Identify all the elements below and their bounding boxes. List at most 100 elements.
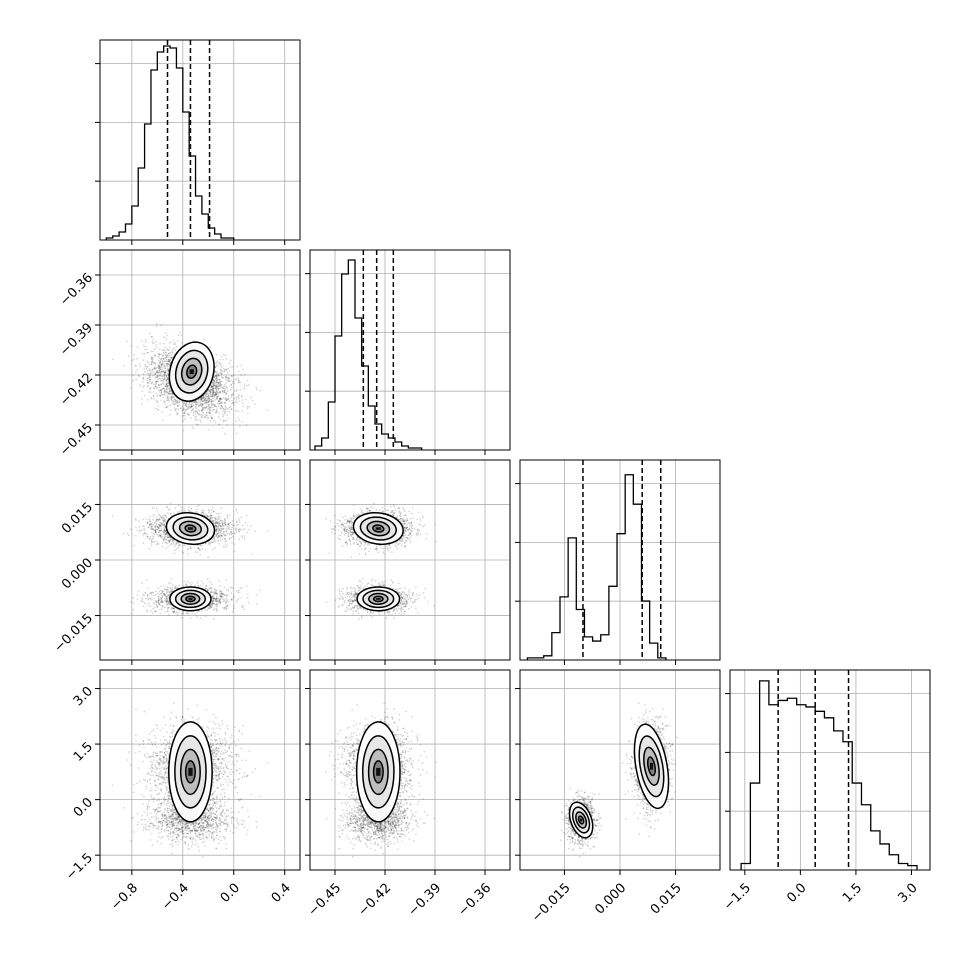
sample-point (209, 412, 211, 414)
sample-point (169, 362, 171, 364)
scatter-panel-2-0 (95, 459, 301, 665)
sample-point (219, 589, 222, 592)
sample-point (238, 530, 240, 533)
sample-point (161, 600, 164, 603)
sample-point (215, 610, 218, 612)
sample-point (158, 386, 161, 389)
sample-point (210, 417, 213, 420)
sample-point (168, 358, 170, 361)
sample-point (228, 378, 230, 380)
sample-point (137, 374, 140, 376)
sample-point (164, 374, 166, 377)
sample-point (200, 398, 203, 401)
sample-point (159, 529, 161, 532)
sample-point (154, 385, 157, 388)
sample-point (226, 372, 229, 374)
sample-point (212, 600, 214, 602)
sample-point (167, 367, 169, 370)
sample-point (248, 528, 251, 531)
sample-point (224, 432, 226, 435)
sample-point (211, 520, 213, 522)
sample-point (166, 382, 168, 385)
sample-point (159, 389, 161, 392)
sample-point (219, 594, 221, 596)
sample-point (209, 588, 211, 590)
sample-point (137, 375, 140, 377)
sample-point (197, 580, 199, 582)
sample-point (212, 392, 214, 394)
sample-point (206, 401, 208, 404)
sample-point (196, 508, 198, 511)
sample-point (238, 400, 241, 403)
sample-point (206, 399, 208, 402)
sample-point (155, 507, 158, 509)
sample-point (225, 368, 228, 371)
sample-point (169, 404, 171, 407)
sample-point (211, 395, 213, 397)
sample-point (218, 521, 220, 523)
sample-point (237, 529, 240, 531)
sample-point (215, 365, 218, 367)
sample-point (199, 419, 202, 422)
sample-point (211, 595, 214, 597)
sample-point (180, 613, 183, 615)
sample-point (150, 335, 153, 338)
sample-point (166, 604, 169, 606)
sample-point (164, 530, 166, 533)
sample-point (209, 346, 212, 349)
sample-point (214, 376, 216, 378)
sample-point (142, 525, 144, 527)
sample-point (149, 391, 152, 394)
sample-point (134, 517, 137, 520)
sample-point (228, 400, 231, 402)
sample-point (142, 377, 145, 380)
sample-point (221, 528, 223, 531)
sample-point (161, 596, 164, 599)
sample-point (146, 604, 149, 606)
sample-point (266, 409, 269, 411)
sample-point (215, 406, 218, 408)
sample-point (212, 598, 215, 601)
sample-point (215, 397, 218, 400)
sample-point (208, 515, 210, 517)
sample-point (158, 371, 161, 374)
sample-point (152, 395, 155, 398)
sample-point (200, 397, 203, 399)
sample-point (224, 376, 227, 378)
sample-point (156, 376, 158, 379)
sample-point (210, 588, 213, 590)
sample-point (214, 598, 217, 601)
sample-point (159, 394, 161, 396)
sample-point (170, 590, 173, 592)
sample-point (161, 379, 164, 382)
sample-point (215, 599, 217, 602)
sample-point (201, 610, 203, 612)
sample-point (238, 528, 240, 531)
sample-point (160, 523, 162, 526)
sample-point (166, 399, 168, 402)
sample-point (230, 531, 232, 533)
sample-point (235, 601, 238, 603)
sample-point (143, 531, 146, 534)
sample-point (160, 324, 162, 327)
sample-point (207, 395, 210, 397)
sample-point (196, 400, 198, 402)
sample-point (161, 594, 163, 597)
sample-point (225, 523, 227, 526)
sample-point (169, 536, 172, 539)
sample-point (155, 600, 157, 603)
sample-point (161, 362, 163, 365)
sample-point (147, 598, 149, 601)
histogram-panel-0 (95, 39, 301, 245)
sample-point (171, 402, 173, 405)
sample-point (167, 378, 169, 381)
sample-point (178, 400, 181, 402)
sample-point (236, 512, 239, 514)
sample-point (220, 402, 223, 404)
sample-point (210, 385, 213, 387)
sample-point (230, 366, 232, 368)
sample-point (215, 531, 218, 533)
sample-point (216, 378, 219, 381)
sample-point (155, 340, 157, 343)
sample-point (232, 532, 234, 535)
